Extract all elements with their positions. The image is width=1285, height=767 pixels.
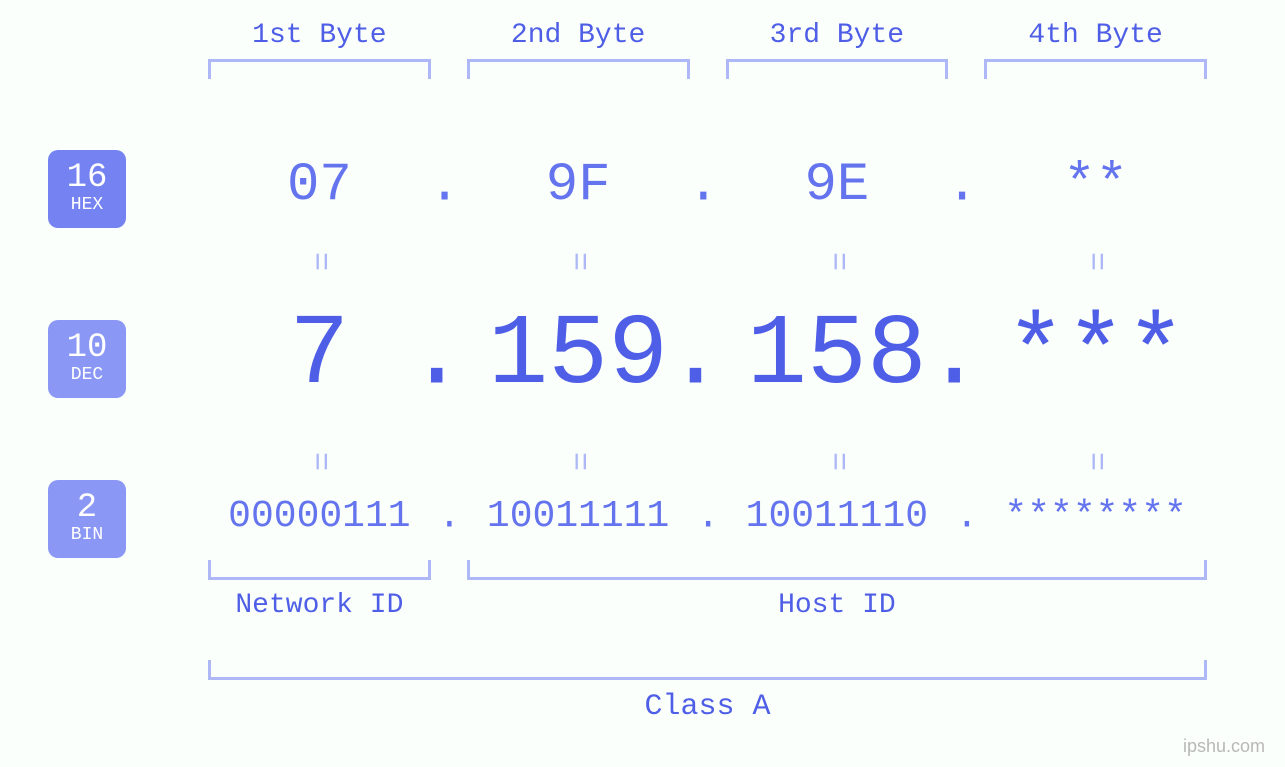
equals-icon: = — [1077, 329, 1114, 588]
equals-row-2: = = = = — [190, 440, 1225, 477]
byte-label-1: 1st Byte — [190, 20, 449, 51]
host-id-bracket — [467, 560, 1207, 580]
byte-bracket-1 — [208, 59, 431, 79]
hex-row: 07 . 9F . 9E . ** — [190, 155, 1225, 216]
class-label: Class A — [190, 690, 1225, 724]
host-id-col: Host ID — [449, 560, 1225, 621]
badge-hex: 16 HEX — [48, 150, 126, 228]
watermark: ipshu.com — [1183, 736, 1265, 757]
bin-value-1: 00000111 — [228, 495, 410, 538]
class-bracket — [208, 660, 1207, 680]
badge-bin-num: 2 — [77, 491, 97, 525]
byte-header-3: 3rd Byte — [708, 20, 967, 79]
byte-header-1: 1st Byte — [190, 20, 449, 79]
badge-dec-txt: DEC — [71, 365, 103, 387]
bin-byte-1: 00000111 . — [190, 495, 449, 538]
network-id-bracket — [208, 560, 431, 580]
byte-label-3: 3rd Byte — [708, 20, 967, 51]
bin-byte-3: 10011110 . — [708, 495, 967, 538]
byte-bracket-2 — [467, 59, 690, 79]
badge-dec: 10 DEC — [48, 320, 126, 398]
byte-header-2: 2nd Byte — [449, 20, 708, 79]
network-id-label: Network ID — [190, 590, 449, 621]
byte-bracket-4 — [984, 59, 1207, 79]
byte-label-2: 2nd Byte — [449, 20, 708, 51]
bin-value-3: 10011110 — [746, 495, 928, 538]
equals-icon: = — [560, 329, 597, 588]
bin-byte-4: ******** — [966, 495, 1225, 538]
badge-hex-txt: HEX — [71, 195, 103, 217]
equals-icon: = — [818, 329, 855, 588]
byte-header-4: 4th Byte — [966, 20, 1225, 79]
bin-value-2: 10011111 — [487, 495, 669, 538]
badge-bin: 2 BIN — [48, 480, 126, 558]
network-id-col: Network ID — [190, 560, 449, 621]
equals-row-1: = = = = — [190, 240, 1225, 277]
badge-bin-txt: BIN — [71, 525, 103, 547]
bin-row: 00000111 . 10011111 . 10011110 . *******… — [190, 495, 1225, 538]
bin-value-4: ******** — [1004, 495, 1186, 538]
badge-dec-num: 10 — [67, 331, 108, 365]
byte-bracket-3 — [726, 59, 949, 79]
bin-byte-2: 10011111 . — [449, 495, 708, 538]
id-bracket-row: Network ID Host ID — [190, 560, 1225, 621]
equals-icon: = — [301, 329, 338, 588]
host-id-label: Host ID — [449, 590, 1225, 621]
badge-hex-num: 16 — [67, 161, 108, 195]
dec-row: 7 . 159 . 158 . *** — [190, 300, 1225, 413]
byte-label-4: 4th Byte — [966, 20, 1225, 51]
class-row: Class A — [190, 660, 1225, 724]
byte-header-row: 1st Byte 2nd Byte 3rd Byte 4th Byte — [190, 20, 1225, 79]
